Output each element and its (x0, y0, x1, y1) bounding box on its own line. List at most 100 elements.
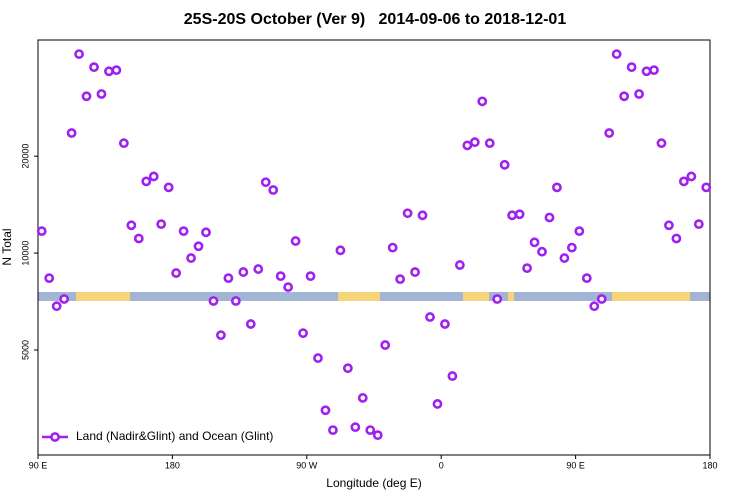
point (693, 219, 704, 230)
point (81, 91, 92, 102)
point (51, 301, 62, 312)
point (141, 176, 152, 187)
point (89, 62, 99, 73)
point (59, 294, 70, 304)
point (357, 393, 368, 403)
point (44, 273, 55, 284)
point (283, 282, 294, 293)
point (372, 430, 383, 441)
x-axis-label: Longitude (deg E) (326, 476, 421, 490)
point (126, 220, 137, 231)
map-strip (38, 292, 710, 301)
point (402, 208, 413, 219)
point (581, 273, 592, 284)
plot-frame (37, 39, 711, 456)
point (328, 425, 338, 435)
point (432, 399, 443, 409)
point (462, 140, 473, 151)
land-strip (508, 292, 514, 301)
point (686, 171, 697, 182)
point (96, 89, 107, 99)
point (701, 182, 712, 193)
point (223, 273, 234, 284)
point (447, 371, 458, 381)
point (634, 89, 644, 99)
y-tick-label: 20000 (20, 144, 30, 169)
point (238, 267, 249, 277)
point (507, 210, 518, 221)
y-tick-label: 5000 (20, 340, 30, 360)
point (537, 246, 547, 257)
point (305, 271, 316, 282)
point (178, 226, 189, 237)
point (111, 65, 122, 76)
point (484, 138, 495, 149)
x-tick-label: 90 W (296, 460, 318, 470)
point (626, 62, 637, 73)
x-tick-label: 90 E (566, 460, 585, 470)
point (499, 159, 510, 170)
point (649, 65, 659, 76)
point (171, 268, 182, 278)
point (104, 66, 114, 77)
point (230, 296, 241, 306)
point (365, 425, 376, 435)
point (290, 236, 301, 246)
point (133, 233, 144, 244)
point (492, 294, 503, 304)
point (118, 138, 129, 149)
point (604, 128, 615, 138)
point (387, 242, 398, 253)
point (275, 271, 286, 282)
point (664, 220, 674, 231)
point (656, 138, 667, 149)
point (395, 274, 406, 285)
point (544, 212, 555, 223)
point (148, 171, 159, 182)
point (514, 209, 525, 220)
point (454, 260, 465, 270)
point (559, 253, 570, 263)
point (260, 177, 271, 188)
point (335, 245, 346, 256)
point (36, 226, 47, 237)
point (245, 319, 256, 329)
point (163, 182, 174, 193)
point (410, 267, 420, 277)
land-strip (463, 292, 489, 301)
point (596, 294, 607, 304)
point (298, 328, 308, 339)
point (342, 363, 353, 374)
chart-title: 25S-20S October (Ver 9) 2014-09-06 to 20… (184, 11, 567, 28)
point (425, 312, 435, 322)
legend-label: Land (Nadir&Glint) and Ocean (Glint) (76, 429, 273, 443)
point (469, 137, 480, 148)
point (186, 253, 196, 263)
x-tick-label: 90 E (29, 460, 48, 470)
point (529, 237, 540, 248)
point (611, 49, 622, 59)
point (417, 210, 428, 221)
point (66, 128, 77, 138)
point (678, 176, 689, 187)
point (641, 66, 652, 77)
point (380, 340, 391, 350)
point (253, 264, 264, 274)
point (208, 296, 219, 306)
x-tick-label: 0 (439, 460, 444, 470)
y-axis-label: N Total (0, 228, 14, 265)
legend-marker (50, 432, 60, 442)
land-strip (612, 292, 690, 301)
point (552, 182, 562, 193)
point (320, 405, 331, 416)
x-tick-label: 180 (702, 460, 717, 470)
land-strip (76, 292, 130, 301)
point (440, 319, 450, 329)
x-tick-label: 180 (165, 460, 180, 470)
point (216, 330, 226, 341)
y-tick-label: 10000 (20, 241, 30, 266)
point (574, 226, 585, 237)
point (350, 422, 361, 433)
